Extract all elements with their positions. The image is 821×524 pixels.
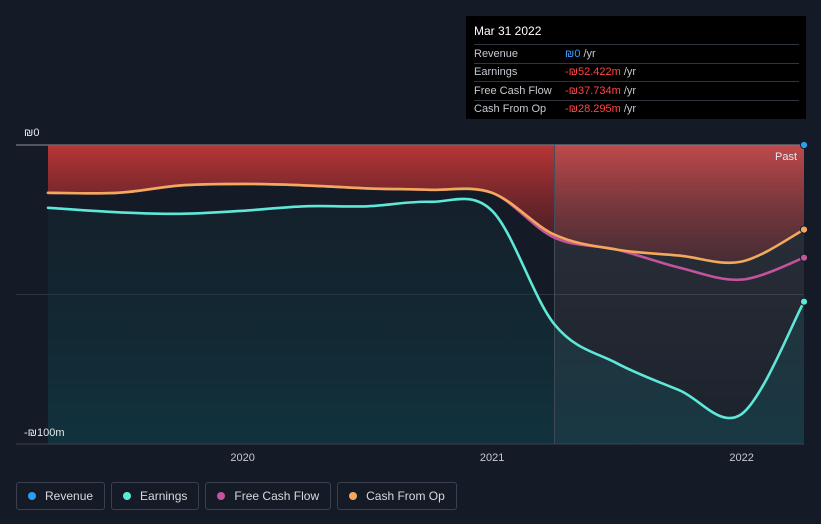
tooltip-unit: /yr <box>623 66 637 79</box>
past-region <box>554 145 804 444</box>
legend-item-earnings[interactable]: Earnings <box>111 482 200 510</box>
tooltip-value: -₪28.295m <box>565 103 621 116</box>
tooltip-value: -₪37.734m <box>565 84 621 97</box>
y-tick-label: -₪100m <box>24 427 65 439</box>
y-axis-labels: ₪0 -₪100m <box>24 127 65 439</box>
y-tick-label: ₪0 <box>24 127 39 139</box>
tooltip-unit: /yr <box>623 103 637 116</box>
tooltip-unit: /yr <box>583 47 596 60</box>
x-axis-labels: 2020 2021 2022 <box>230 452 753 464</box>
end-marker-cash-from-op <box>799 225 809 234</box>
x-tick-label: 2020 <box>230 452 254 464</box>
tooltip-value: ₪0 <box>565 47 581 60</box>
earnings-chart: ₪0 -₪100m 2020 2021 2022 Past <box>16 127 809 464</box>
legend-item-revenue[interactable]: Revenue <box>16 482 106 510</box>
series-lines <box>46 182 806 420</box>
legend: Revenue Earnings Free Cash Flow Cash Fro… <box>16 482 457 510</box>
legend-dot-icon <box>349 492 358 500</box>
series-line-earnings <box>46 197 806 420</box>
legend-dot-icon <box>28 492 36 500</box>
tooltip-date: Mar 31 2022 <box>474 24 542 38</box>
end-marker-revenue <box>799 140 809 150</box>
legend-label: Earnings <box>140 489 188 503</box>
legend-dot-icon <box>217 492 226 500</box>
tooltip-row-free-cash-flow: Free Cash Flow -₪37.734m /yr <box>474 81 799 100</box>
legend-label: Revenue <box>45 489 94 503</box>
series-line-cash-from-op <box>46 182 806 265</box>
tooltip-row-earnings: Earnings -₪52.422m /yr <box>474 62 799 82</box>
tooltip-label: Earnings <box>474 66 518 79</box>
legend-item-cash-from-op[interactable]: Cash From Op <box>337 482 457 510</box>
tooltip: Mar 31 2022 Revenue ₪0 /yr Earnings -₪52… <box>466 16 806 119</box>
legend-item-free-cash-flow[interactable]: Free Cash Flow <box>205 482 332 510</box>
tooltip-label: Cash From Op <box>474 103 547 116</box>
tooltip-row-revenue: Revenue ₪0 /yr <box>474 44 799 63</box>
tooltip-unit: /yr <box>623 84 637 97</box>
past-label: Past <box>775 151 797 163</box>
end-marker-free-cash-flow <box>799 253 809 262</box>
series-end-markers <box>799 140 809 306</box>
tooltip-label: Free Cash Flow <box>474 84 552 97</box>
tooltip-value: -₪52.422m <box>565 66 621 79</box>
tooltip-row-cash-from-op: Cash From Op -₪28.295m /yr <box>474 99 799 119</box>
x-tick-label: 2021 <box>480 452 504 464</box>
end-marker-earnings <box>799 297 809 306</box>
tooltip-label: Revenue <box>474 47 519 60</box>
legend-dot-icon <box>123 492 132 500</box>
x-tick-label: 2022 <box>729 452 753 464</box>
legend-label: Free Cash Flow <box>234 489 320 503</box>
legend-label: Cash From Op <box>366 489 445 503</box>
